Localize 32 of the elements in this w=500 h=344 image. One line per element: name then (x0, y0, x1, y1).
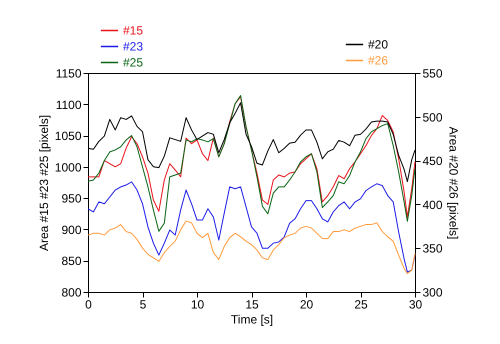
y2-tick-label: 400 (422, 198, 443, 212)
y2-tick-label: 300 (422, 286, 443, 300)
x-tick-label: 20 (300, 298, 314, 312)
y-tick-label: 1000 (54, 160, 82, 174)
line-series (88, 181, 416, 272)
x-tick-label: 25 (354, 298, 368, 312)
y-tick-label: 1050 (54, 129, 82, 144)
x-tick-label: 5 (140, 298, 147, 312)
y2-tick-label: 350 (422, 242, 443, 256)
line-series (88, 102, 416, 182)
y-tick-label: 950 (61, 192, 82, 206)
x-tick-label: 30 (408, 298, 422, 312)
legend-label: #20 (368, 38, 388, 52)
y2-tick-label: 500 (422, 110, 443, 124)
x-tick-label: 10 (190, 298, 204, 312)
y-tick-label: 1100 (56, 98, 82, 112)
y2-tick-label: 450 (422, 154, 443, 168)
y-tick-label: 900 (61, 222, 82, 237)
legend-label: #15 (123, 24, 144, 38)
y-tick-label: 800 (61, 286, 82, 300)
y-tick-label: 850 (61, 254, 82, 268)
legend-label: #25 (123, 56, 144, 70)
y2-axis-title: Area #20 #26 [pixels] (446, 126, 461, 240)
x-axis-title: Time [s] (230, 312, 274, 326)
x-tick-label: 15 (245, 298, 259, 312)
y2-tick-label: 550 (422, 66, 443, 80)
legend-label: #23 (123, 40, 144, 54)
line-series (88, 220, 416, 274)
y-axis-title: Area #15 #23 #25 [pixels] (36, 114, 51, 252)
legend-label: #26 (368, 54, 388, 68)
y-tick-label: 1150 (56, 66, 82, 80)
x-tick-label: 0 (85, 298, 92, 312)
